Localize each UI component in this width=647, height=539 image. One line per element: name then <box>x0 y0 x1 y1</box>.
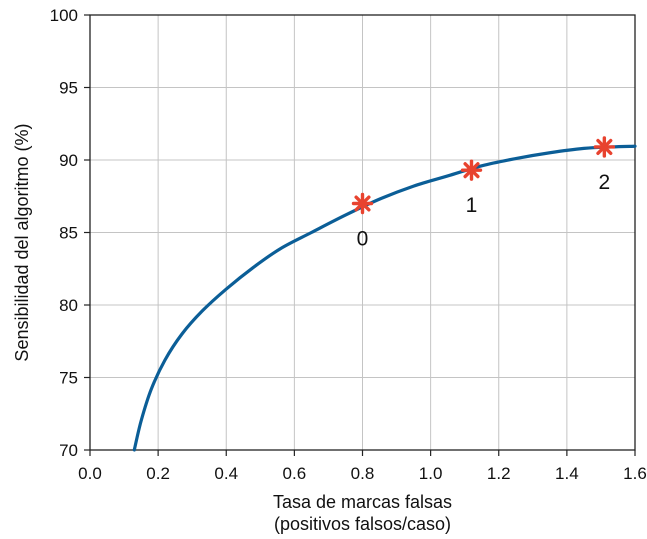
asterisk-stroke <box>354 195 371 212</box>
asterisk-stroke <box>596 138 613 156</box>
marker-label: 0 <box>357 228 369 251</box>
x-axis-ticks: 0.0 0.2 0.4 0.6 0.8 1.0 1.2 1.4 1.6 <box>78 450 647 483</box>
y-tick-label: 70 <box>59 441 78 460</box>
y-axis-title: Sensibilidad del algoritmo (%) <box>12 123 32 361</box>
asterisk-marker <box>460 159 483 181</box>
x-tick-label: 1.4 <box>555 464 579 483</box>
asterisk-marker <box>351 192 374 215</box>
marker-label: 2 <box>599 171 611 194</box>
series-group <box>132 144 637 452</box>
y-tick-label: 80 <box>59 296 78 315</box>
x-tick-label: 0.4 <box>214 464 238 483</box>
y-tick-label: 75 <box>59 369 78 388</box>
x-tick-label: 1.6 <box>623 464 647 483</box>
asterisk-stroke <box>463 162 480 179</box>
y-tick-label: 95 <box>59 79 78 98</box>
y-axis-ticks: 70 75 80 85 90 95 100 <box>50 6 90 460</box>
y-tick-label: 85 <box>59 224 78 243</box>
x-tick-label: 0.8 <box>351 464 375 483</box>
x-tick-label: 0.0 <box>78 464 102 483</box>
x-tick-label: 0.2 <box>146 464 170 483</box>
x-axis-title-line-2: (positivos falsos/caso) <box>274 514 451 534</box>
grid-lines <box>89 14 636 451</box>
roc-curve <box>132 144 637 452</box>
x-tick-label: 0.6 <box>283 464 307 483</box>
y-tick-label: 90 <box>59 151 78 170</box>
asterisk-marker <box>593 136 616 158</box>
x-tick-label: 1.0 <box>419 464 443 483</box>
marker-label: 1 <box>466 194 478 217</box>
x-tick-label: 1.2 <box>487 464 511 483</box>
y-tick-label: 100 <box>50 6 78 25</box>
markers-group: 0 1 2 <box>351 136 616 251</box>
x-axis-title-line-1: Tasa de marcas falsas <box>273 492 452 512</box>
